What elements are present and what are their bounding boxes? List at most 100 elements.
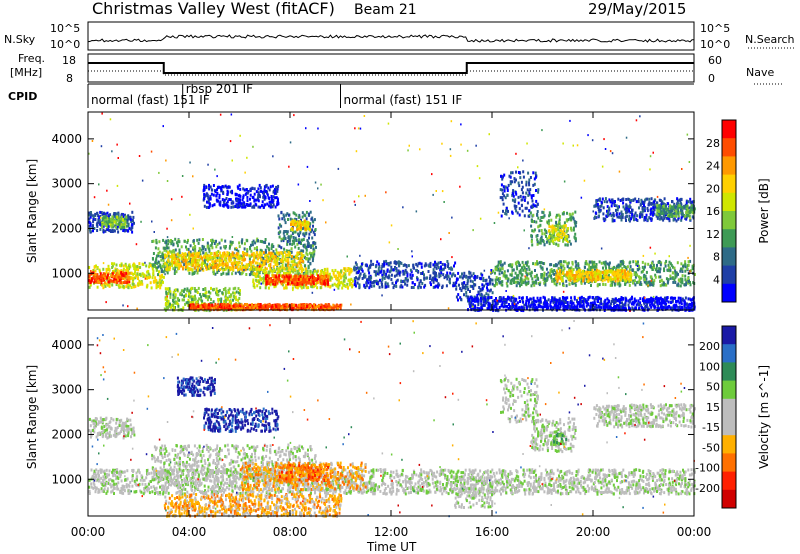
data-cell xyxy=(94,218,97,221)
data-cell xyxy=(274,196,277,200)
data-cell xyxy=(199,255,202,259)
data-cell xyxy=(178,265,181,269)
data-cell xyxy=(207,206,210,209)
data-cell xyxy=(693,273,696,276)
data-cell xyxy=(189,295,191,299)
data-cell xyxy=(266,245,269,249)
data-cell xyxy=(262,251,265,254)
data-cell xyxy=(278,303,281,307)
data-cell xyxy=(544,283,547,287)
data-cell xyxy=(398,262,401,266)
data-cell xyxy=(667,268,669,272)
data-cell xyxy=(313,284,316,288)
data-cell xyxy=(225,259,228,263)
data-cell xyxy=(280,280,282,284)
data-cell xyxy=(624,282,627,286)
data-cell xyxy=(152,269,155,273)
data-cell xyxy=(387,284,390,288)
data-cell xyxy=(96,273,99,277)
data-cell xyxy=(530,271,533,275)
data-cell xyxy=(305,267,307,271)
data-cell xyxy=(309,269,312,273)
data-cell xyxy=(308,212,310,216)
data-cell xyxy=(124,213,126,217)
data-cell xyxy=(560,263,563,267)
data-cell xyxy=(176,241,179,245)
data-cell xyxy=(254,274,257,278)
data-cell xyxy=(353,265,356,269)
data-cell xyxy=(593,260,596,264)
data-cell xyxy=(447,275,450,279)
data-cell xyxy=(249,307,252,311)
data-cell xyxy=(346,285,349,289)
data-cell xyxy=(486,282,489,286)
data-cell xyxy=(104,212,107,216)
data-cell xyxy=(272,245,275,248)
data-cell xyxy=(485,278,488,282)
data-cell xyxy=(383,276,386,280)
data-cell xyxy=(242,253,245,257)
data-cell xyxy=(194,260,197,264)
data-cell xyxy=(288,275,291,279)
data-cell xyxy=(637,268,640,272)
data-cell xyxy=(197,299,199,303)
data-cell xyxy=(424,283,427,287)
data-cell xyxy=(295,213,298,217)
data-cell xyxy=(316,305,319,308)
data-cell xyxy=(208,257,211,261)
data-cell xyxy=(226,190,229,194)
data-cell xyxy=(315,245,317,249)
data-cell xyxy=(510,273,513,277)
data-cell xyxy=(297,215,300,219)
data-cell xyxy=(264,305,267,309)
data-cell xyxy=(229,295,232,299)
data-cell xyxy=(553,282,556,286)
data-cell xyxy=(120,227,122,231)
data-cell xyxy=(97,280,100,283)
data-cell xyxy=(591,268,594,272)
data-cell xyxy=(265,250,267,254)
data-cell xyxy=(167,251,169,255)
data-cell xyxy=(385,259,388,263)
data-cell xyxy=(238,256,241,260)
data-cell xyxy=(288,277,291,281)
data-cell xyxy=(194,249,197,253)
data-cell xyxy=(149,281,152,285)
data-cell xyxy=(268,257,271,261)
data-cell xyxy=(194,266,197,270)
data-cell xyxy=(108,276,111,280)
data-cell xyxy=(435,271,437,275)
data-cell xyxy=(295,223,298,227)
data-cell xyxy=(165,267,168,271)
data-cell xyxy=(193,270,196,274)
data-cell xyxy=(565,279,568,283)
data-cell xyxy=(166,263,168,267)
data-cell xyxy=(121,281,124,285)
data-cell xyxy=(223,306,226,310)
data-cell xyxy=(134,270,137,273)
data-cell xyxy=(495,282,498,286)
data-cell xyxy=(205,254,208,258)
data-cell xyxy=(494,278,497,282)
data-cell xyxy=(164,247,167,250)
data-cell xyxy=(329,278,332,281)
data-cell xyxy=(148,276,151,280)
data-cell xyxy=(104,229,107,233)
data-cell xyxy=(100,281,103,285)
data-cell xyxy=(277,199,279,202)
data-cell xyxy=(164,287,167,291)
data-cell xyxy=(160,270,163,273)
data-cell xyxy=(172,249,175,252)
data-cell xyxy=(190,295,193,299)
data-cell xyxy=(234,265,237,269)
data-cell xyxy=(179,291,182,295)
data-cell xyxy=(657,260,660,264)
data-cell xyxy=(120,281,122,284)
data-cell xyxy=(117,213,120,217)
data-cell xyxy=(120,215,123,219)
data-cell xyxy=(223,258,226,262)
data-cell xyxy=(246,239,249,243)
data-cell xyxy=(432,280,435,284)
data-cell xyxy=(336,270,339,274)
data-cell xyxy=(417,262,420,266)
